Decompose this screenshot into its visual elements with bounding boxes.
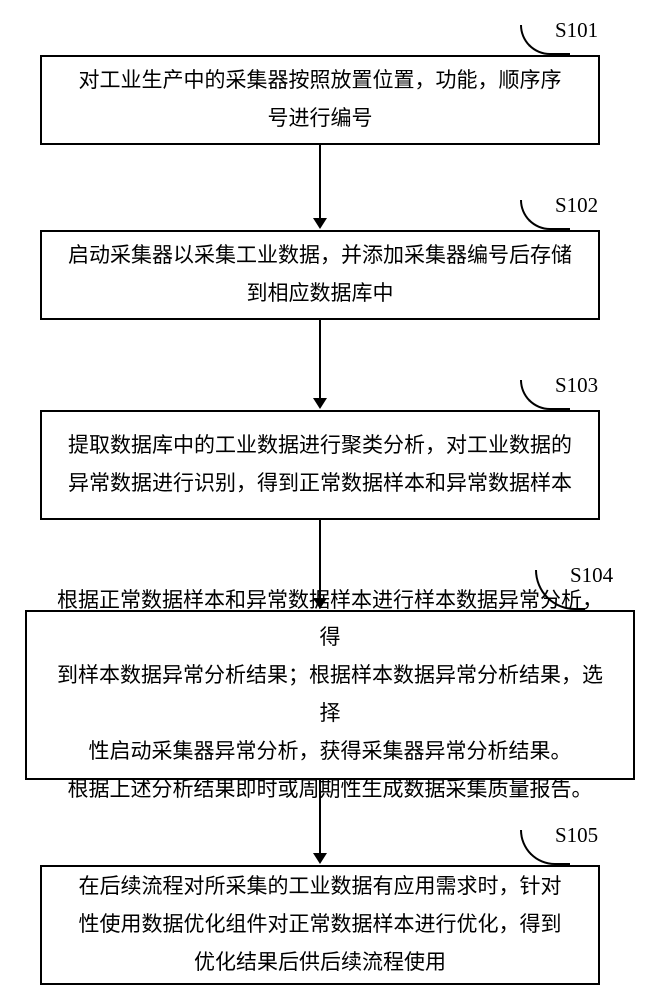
step-text: 对工业生产中的采集器按照放置位置，功能，顺序序 号进行编号	[79, 62, 562, 138]
callout-curve	[520, 25, 570, 55]
step-text: 提取数据库中的工业数据进行聚类分析，对工业数据的 异常数据进行识别，得到正常数据…	[68, 427, 572, 503]
callout-curve	[520, 200, 570, 230]
arrow-head-icon	[313, 218, 327, 229]
step-text: 在后续流程对所采集的工业数据有应用需求时，针对 性使用数据优化组件对正常数据样本…	[79, 868, 562, 981]
flowchart-canvas: 对工业生产中的采集器按照放置位置，功能，顺序序 号进行编号S101启动采集器以采…	[0, 0, 669, 1000]
step-text: 启动采集器以采集工业数据，并添加采集器编号后存储 到相应数据库中	[68, 237, 572, 313]
arrow-line	[319, 780, 321, 855]
arrow-line	[319, 320, 321, 400]
arrow-line	[319, 520, 321, 600]
callout-curve	[520, 830, 570, 865]
step-box-s101: 对工业生产中的采集器按照放置位置，功能，顺序序 号进行编号	[40, 55, 600, 145]
step-box-s104: 根据正常数据样本和异常数据样本进行样本数据异常分析，得 到样本数据异常分析结果；…	[25, 610, 635, 780]
step-box-s103: 提取数据库中的工业数据进行聚类分析，对工业数据的 异常数据进行识别，得到正常数据…	[40, 410, 600, 520]
arrow-head-icon	[313, 598, 327, 609]
step-box-s105: 在后续流程对所采集的工业数据有应用需求时，针对 性使用数据优化组件对正常数据样本…	[40, 865, 600, 985]
arrow-head-icon	[313, 853, 327, 864]
step-box-s102: 启动采集器以采集工业数据，并添加采集器编号后存储 到相应数据库中	[40, 230, 600, 320]
arrow-head-icon	[313, 398, 327, 409]
step-text: 根据正常数据样本和异常数据样本进行样本数据异常分析，得 到样本数据异常分析结果；…	[51, 582, 609, 809]
callout-curve	[520, 380, 570, 410]
arrow-line	[319, 145, 321, 220]
